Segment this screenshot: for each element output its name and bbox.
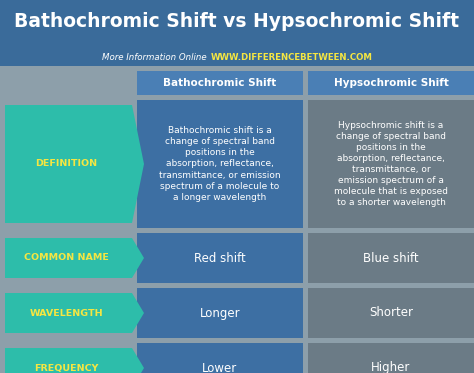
FancyBboxPatch shape — [308, 100, 474, 228]
Text: WAVELENGTH: WAVELENGTH — [30, 308, 103, 317]
Text: Bathochromic shift is a
change of spectral band
positions in the
absorption, ref: Bathochromic shift is a change of spectr… — [159, 126, 281, 202]
Text: FREQUENCY: FREQUENCY — [34, 364, 99, 373]
Text: Blue shift: Blue shift — [363, 251, 419, 264]
FancyBboxPatch shape — [137, 288, 303, 338]
Polygon shape — [5, 293, 144, 333]
Text: Bathochromic Shift vs Hypsochromic Shift: Bathochromic Shift vs Hypsochromic Shift — [15, 12, 459, 31]
Text: COMMON NAME: COMMON NAME — [24, 254, 109, 263]
Text: More Information Online: More Information Online — [102, 53, 207, 62]
Text: Hypsochromic shift is a
change of spectral band
positions in the
absorption, ref: Hypsochromic shift is a change of spectr… — [334, 120, 448, 207]
Text: DEFINITION: DEFINITION — [36, 160, 98, 169]
FancyBboxPatch shape — [137, 233, 303, 283]
FancyBboxPatch shape — [308, 288, 474, 338]
Text: Longer: Longer — [200, 307, 240, 320]
FancyBboxPatch shape — [137, 343, 303, 373]
Text: Red shift: Red shift — [194, 251, 246, 264]
Text: Bathochromic Shift: Bathochromic Shift — [164, 78, 277, 88]
FancyBboxPatch shape — [137, 100, 303, 228]
Text: Lower: Lower — [202, 361, 237, 373]
Text: Hypsochromic Shift: Hypsochromic Shift — [334, 78, 448, 88]
FancyBboxPatch shape — [0, 48, 474, 66]
Polygon shape — [5, 348, 144, 373]
Text: Higher: Higher — [371, 361, 410, 373]
FancyBboxPatch shape — [137, 71, 303, 95]
FancyBboxPatch shape — [308, 71, 474, 95]
FancyBboxPatch shape — [0, 0, 474, 48]
Polygon shape — [5, 238, 144, 278]
FancyBboxPatch shape — [308, 343, 474, 373]
Text: Shorter: Shorter — [369, 307, 413, 320]
FancyBboxPatch shape — [308, 233, 474, 283]
Polygon shape — [5, 105, 144, 223]
Text: WWW.DIFFERENCEBETWEEN.COM: WWW.DIFFERENCEBETWEEN.COM — [211, 53, 373, 62]
